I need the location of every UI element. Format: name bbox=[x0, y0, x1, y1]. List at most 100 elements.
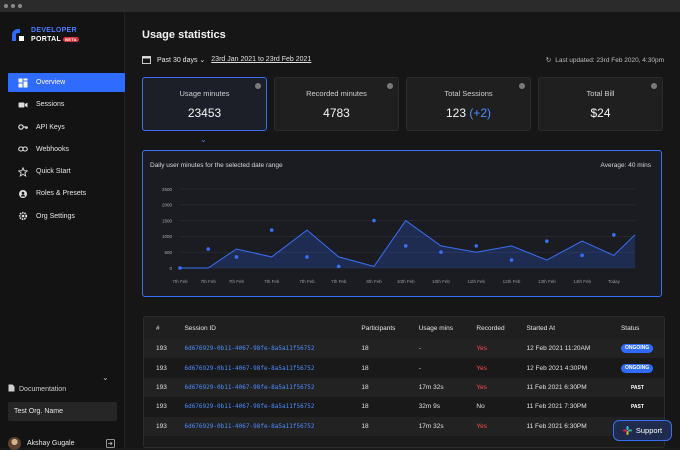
user-name: Akshay Gugale bbox=[27, 440, 75, 447]
sessions-table: # Session ID Participants Usage mins Recorde… bbox=[143, 316, 665, 448]
cell-started: 12 Feb 2021 4:30PM bbox=[526, 364, 588, 372]
info-icon[interactable] bbox=[519, 83, 525, 89]
logout-icon[interactable] bbox=[106, 439, 115, 448]
cell-status: ONGOING bbox=[620, 344, 654, 354]
sidebar-item-roles-presets[interactable]: Roles & Presets bbox=[8, 184, 125, 203]
cell-recorded: Yes bbox=[476, 422, 487, 430]
cell-recorded: Yes bbox=[476, 345, 487, 353]
sidebar-item-sessions[interactable]: Sessions bbox=[8, 95, 125, 114]
data-point bbox=[474, 244, 479, 248]
cell-id[interactable]: 6d676929-0b11-4067-98fe-8a5a11f56752 bbox=[184, 345, 315, 353]
x-tick-label: 7th Feb bbox=[264, 279, 280, 284]
org-selector[interactable]: Test Org. Name bbox=[8, 402, 117, 421]
stat-card-total-bill[interactable]: Total Bill $24 bbox=[538, 77, 663, 131]
x-tick-label: 8th Feb bbox=[366, 279, 382, 284]
cell-id[interactable]: 6d676929-0b11-4067-98fe-8a5a11f56752 bbox=[184, 422, 315, 430]
table-row[interactable]: 193 6d676929-0b11-4067-98fe-8a5a11f56752 1… bbox=[144, 339, 664, 359]
link-icon bbox=[18, 144, 28, 154]
cell-status: PAST bbox=[630, 384, 644, 391]
column-header: Recorded bbox=[464, 317, 515, 339]
stat-card-usage-minutes[interactable]: Usage minutes 23453 bbox=[142, 77, 267, 131]
table-row[interactable]: 193 6d676929-0b11-4067-98fe-8a5a11f56752 1… bbox=[144, 416, 664, 436]
sidebar-item-label: Webhooks bbox=[36, 145, 69, 153]
stat-card-total-sessions[interactable]: Total Sessions 123 (+2) bbox=[406, 77, 531, 131]
data-point bbox=[269, 228, 274, 232]
sidebar: DEVELOPER PORTAL BETA Overview Sessions … bbox=[0, 12, 125, 450]
column-header: Status bbox=[608, 317, 664, 339]
data-point bbox=[234, 255, 239, 259]
cell-id[interactable]: 6d676929-0b11-4067-98fe-8a5a11f56752 bbox=[184, 383, 315, 391]
support-button[interactable]: Support bbox=[613, 420, 672, 441]
y-tick-label: 1500 bbox=[162, 218, 173, 223]
sessions-delta: (+2) bbox=[469, 106, 492, 120]
x-tick-label: 7th Feb bbox=[201, 279, 217, 284]
sidebar-item-org-settings[interactable]: Org Settings bbox=[8, 207, 125, 226]
refresh-icon: ↻ bbox=[545, 57, 552, 64]
brand-logo[interactable]: DEVELOPER PORTAL BETA bbox=[10, 26, 79, 44]
column-header: Session ID bbox=[172, 317, 350, 339]
cell-recorded: Yes bbox=[476, 383, 487, 391]
date-range-link[interactable]: 23rd Jan 2021 to 23rd Feb 2021 bbox=[211, 56, 312, 63]
x-tick-label: 7th Feb bbox=[299, 279, 315, 284]
series-line bbox=[180, 219, 636, 269]
window-dot[interactable] bbox=[4, 4, 8, 8]
table-row[interactable]: 193 6d676929-0b11-4067-98fe-8a5a11f56752 1… bbox=[144, 377, 664, 398]
table-row[interactable]: 193 6d676929-0b11-4067-98fe-8a5a11f56752 1… bbox=[144, 358, 664, 378]
data-point bbox=[178, 266, 182, 270]
cell-started: 11 Feb 2021 6:30PM bbox=[526, 422, 587, 430]
brand-line1: DEVELOPER bbox=[31, 27, 77, 34]
table-body: 193 6d676929-0b11-4067-98fe-8a5a11f56752 1… bbox=[144, 339, 664, 436]
x-tick-label: 7th Feb bbox=[331, 279, 347, 284]
column-header: Started At bbox=[514, 317, 609, 339]
cell-recorded: Yes bbox=[476, 364, 487, 372]
main-content: Usage statistics Past 30 days ⌄ 23rd Jan… bbox=[126, 12, 680, 448]
info-icon[interactable] bbox=[387, 83, 393, 89]
sidebar-nav: Overview Sessions API Keys Webhooks Quic… bbox=[8, 73, 125, 229]
cell-participants: 18 bbox=[361, 422, 369, 430]
info-icon[interactable] bbox=[255, 83, 261, 89]
document-icon bbox=[8, 384, 15, 394]
x-tick-label: 12th Feb bbox=[503, 279, 521, 284]
chevron-down-icon[interactable]: ⌄ bbox=[102, 373, 109, 382]
data-point bbox=[206, 247, 211, 251]
cell-participants: 18 bbox=[361, 403, 369, 411]
page-title: Usage statistics bbox=[142, 29, 226, 41]
cell-num: 193 bbox=[156, 383, 167, 391]
x-tick-label: 10th Feb bbox=[397, 279, 415, 284]
cell-participants: 18 bbox=[361, 345, 369, 353]
x-tick-label: 14th Feb bbox=[573, 279, 591, 284]
star-icon bbox=[17, 166, 29, 177]
grid-icon bbox=[18, 78, 28, 88]
x-tick-label: 13th Feb bbox=[538, 279, 556, 284]
series-area bbox=[180, 220, 635, 268]
cell-id[interactable]: 6d676929-0b11-4067-98fe-8a5a11f56752 bbox=[184, 364, 315, 372]
period-dropdown[interactable]: Past 30 days ⌄ bbox=[157, 56, 206, 64]
data-point bbox=[403, 244, 408, 248]
table-row[interactable]: 193 6d676929-0b11-4067-98fe-8a5a11f56752 1… bbox=[144, 397, 664, 417]
stat-card-recorded-minutes[interactable]: Recorded minutes 4783 bbox=[274, 77, 399, 131]
window-dot[interactable] bbox=[11, 4, 15, 8]
data-point bbox=[612, 233, 616, 237]
sidebar-item-overview[interactable]: Overview bbox=[8, 73, 125, 92]
cell-started: 11 Feb 2021 7:30PM bbox=[526, 403, 587, 411]
logo-icon bbox=[12, 29, 24, 41]
cell-id[interactable]: 6d676929-0b11-4067-98fe-8a5a11f56752 bbox=[184, 403, 315, 411]
sidebar-item-webhooks[interactable]: Webhooks bbox=[8, 140, 125, 159]
column-header: # bbox=[144, 317, 173, 339]
cell-recorded: No bbox=[476, 403, 485, 411]
sidebar-item-label: Quick Start bbox=[36, 168, 71, 176]
sidebar-item-quick-start[interactable]: Quick Start bbox=[8, 162, 125, 181]
data-point bbox=[336, 264, 341, 269]
usage-chart: Daily user minutes for the selected date… bbox=[142, 150, 662, 297]
window-dot[interactable] bbox=[18, 4, 22, 8]
y-tick-label: 500 bbox=[164, 250, 172, 255]
last-updated[interactable]: ↻ Last updated: 23rd Feb 2020, 4:30pm bbox=[545, 56, 664, 65]
slack-icon bbox=[622, 426, 632, 435]
data-point bbox=[372, 218, 376, 223]
user-profile[interactable]: Akshay Gugale bbox=[8, 437, 117, 450]
cell-num: 193 bbox=[156, 345, 167, 353]
cell-status: PAST bbox=[630, 404, 644, 411]
documentation-link[interactable]: Documentation bbox=[8, 384, 66, 394]
sidebar-item-api-keys[interactable]: API Keys bbox=[8, 118, 125, 137]
info-icon[interactable] bbox=[651, 83, 657, 89]
